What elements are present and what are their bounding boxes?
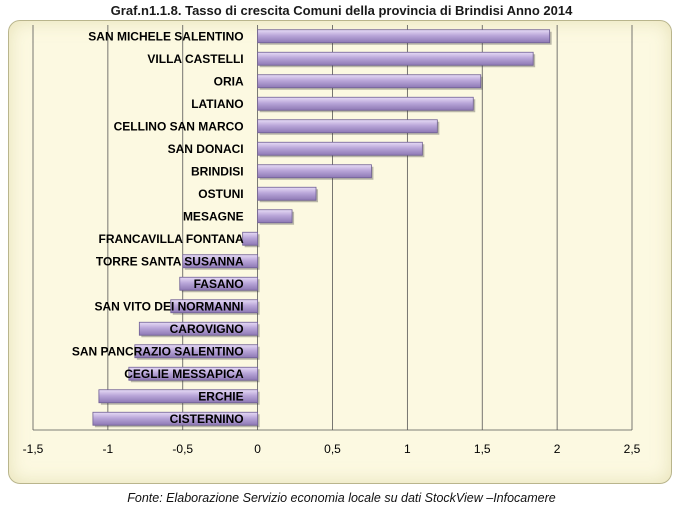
x-tick-label: 0	[254, 442, 261, 456]
bar	[257, 141, 423, 156]
category-label: ORIA	[214, 74, 244, 88]
grid-lines	[32, 25, 633, 431]
x-tick-label: -1,5	[23, 442, 44, 456]
bar	[182, 254, 259, 269]
x-tick-label: 2	[554, 442, 561, 456]
category-label: BRINDISI	[191, 164, 244, 178]
chart-title: Graf.n1.1.8. Tasso di crescita Comuni de…	[110, 3, 573, 18]
x-tick-label: 0,5	[324, 442, 341, 456]
category-labels: SAN MICHELE SALENTINO VILLA CASTELLI ORIA L…	[72, 29, 244, 426]
bar	[128, 366, 259, 381]
bar	[257, 209, 293, 224]
category-label: SAN VITO DEI NORMANNI	[95, 299, 244, 313]
category-label: LATIANO	[191, 97, 243, 111]
bar-chart: SAN MICHELE SALENTINO VILLA CASTELLI ORIA L…	[23, 25, 641, 456]
category-label: FASANO	[194, 277, 244, 291]
bar	[98, 389, 259, 404]
bar	[257, 51, 534, 66]
x-tick-label: -1	[103, 442, 114, 456]
category-label: CEGLIE MESSAPICA	[124, 367, 244, 381]
category-label: TORRE SANTA SUSANNA	[96, 254, 244, 268]
x-axis-ticks: -1,5 -1 -0,5 0 0,5 1 1,5 2 2,5	[23, 442, 641, 456]
bar	[257, 74, 482, 89]
category-label: CAROVIGNO	[170, 322, 244, 336]
bar	[138, 321, 259, 336]
chart-panel	[8, 20, 672, 484]
bar	[257, 96, 474, 111]
category-label: SAN PANCRAZIO SALENTINO	[72, 344, 244, 358]
category-label: CISTERNINO	[170, 412, 244, 426]
bar	[134, 344, 259, 359]
source-note: Fonte: Elaborazione Servizio economia lo…	[127, 491, 556, 505]
category-label: SAN MICHELE SALENTINO	[88, 29, 243, 43]
category-label: CELLINO SAN MARCO	[114, 119, 244, 133]
bar	[92, 411, 259, 426]
category-label: OSTUNI	[198, 187, 243, 201]
category-label: FRANCAVILLA FONTANA	[99, 232, 244, 246]
x-tick-label: -0,5	[172, 442, 193, 456]
bar	[257, 119, 438, 134]
bar	[170, 299, 259, 314]
bar	[242, 231, 259, 246]
x-tick-label: 1,5	[474, 442, 491, 456]
x-tick-label: 2,5	[624, 442, 641, 456]
bar	[257, 164, 372, 179]
bar	[179, 276, 259, 291]
category-label: ERCHIE	[198, 389, 243, 403]
bars	[92, 29, 552, 428]
bar	[257, 29, 551, 44]
category-label: SAN DONACI	[168, 142, 244, 156]
bar	[257, 186, 317, 201]
category-label: VILLA CASTELLI	[147, 52, 243, 66]
category-label: MESAGNE	[183, 209, 244, 223]
x-tick-label: 1	[404, 442, 411, 456]
